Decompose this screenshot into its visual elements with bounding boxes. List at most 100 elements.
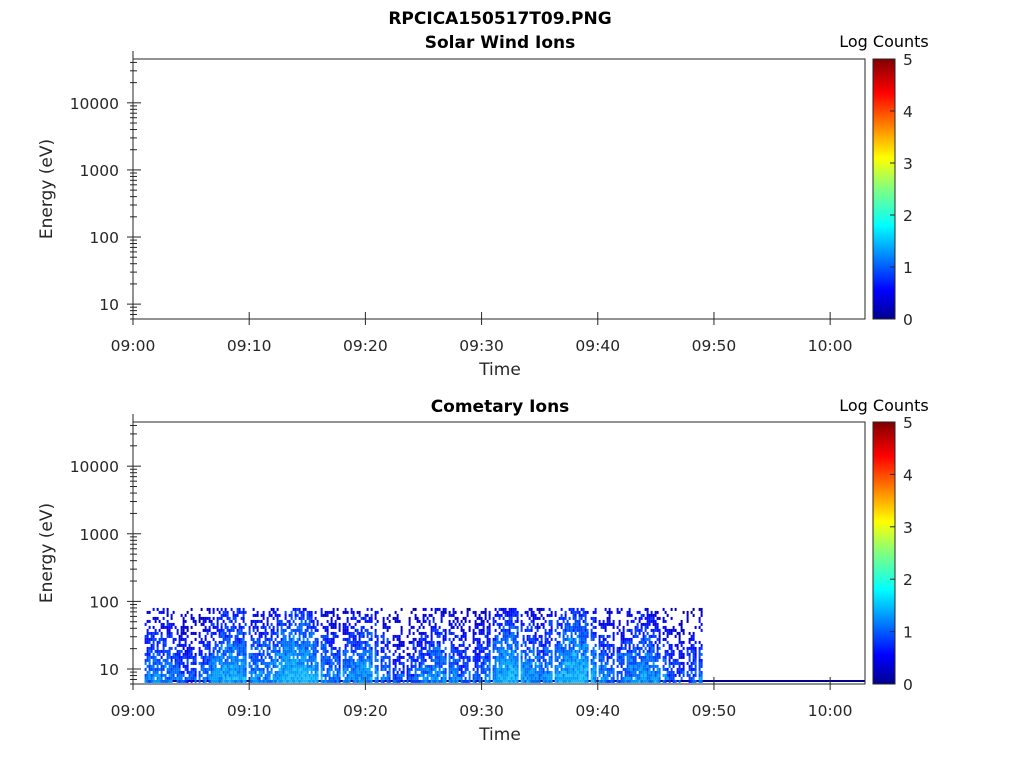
data-cell	[248, 655, 251, 659]
data-cell	[228, 670, 231, 674]
data-cell	[538, 667, 541, 671]
data-cell	[162, 622, 165, 626]
data-cell	[328, 637, 331, 641]
data-cell	[468, 607, 471, 611]
data-cell	[240, 664, 243, 668]
data-cell	[354, 664, 357, 668]
data-cell	[298, 652, 301, 656]
data-cell	[510, 619, 513, 623]
data-cell	[334, 622, 337, 626]
data-cell	[570, 634, 573, 638]
data-cell	[232, 679, 235, 683]
data-cell	[462, 616, 465, 620]
data-cell	[346, 643, 349, 647]
data-cell	[556, 640, 559, 644]
data-cell	[216, 643, 219, 647]
data-cell	[510, 673, 513, 677]
data-cell	[294, 613, 297, 617]
data-cell	[244, 661, 247, 665]
data-cell	[360, 646, 363, 650]
data-cell	[412, 631, 415, 635]
data-cell	[244, 655, 247, 659]
data-cell	[232, 661, 235, 665]
data-cell	[230, 655, 233, 659]
data-cell	[418, 649, 421, 653]
data-cell	[300, 676, 303, 680]
data-cell	[514, 646, 517, 650]
data-cell	[166, 661, 169, 665]
data-cell	[190, 673, 193, 677]
data-cell	[468, 628, 471, 632]
data-cell	[178, 652, 181, 656]
data-cell	[356, 643, 359, 647]
data-cell	[590, 658, 593, 662]
data-cell	[462, 655, 465, 659]
data-cell	[316, 670, 319, 674]
data-cell	[182, 655, 185, 659]
data-cell	[188, 655, 191, 659]
data-cell	[276, 613, 279, 617]
data-cell	[186, 661, 189, 665]
data-cell	[280, 679, 283, 683]
data-cell	[644, 652, 647, 656]
data-cell	[268, 679, 271, 683]
data-cell	[232, 610, 235, 614]
data-cell	[472, 628, 475, 632]
data-cell	[428, 673, 431, 677]
data-cell	[600, 664, 603, 668]
data-cell	[450, 679, 453, 683]
data-cell	[488, 610, 491, 614]
data-cell	[474, 610, 477, 614]
data-cell	[322, 634, 325, 638]
data-cell	[162, 652, 165, 656]
data-cell	[154, 661, 157, 665]
data-cell	[362, 616, 365, 620]
data-cell	[262, 661, 265, 665]
data-cell	[532, 637, 535, 641]
data-cell	[218, 673, 221, 677]
data-cell	[570, 664, 573, 668]
data-cell	[454, 676, 457, 680]
data-cell	[598, 622, 601, 626]
data-cell	[582, 679, 585, 683]
data-cell	[542, 658, 545, 662]
data-cell	[328, 661, 331, 665]
data-cell	[356, 667, 359, 671]
data-cell	[594, 607, 597, 611]
data-cell	[610, 679, 613, 683]
data-cell	[384, 652, 387, 656]
data-cell	[444, 655, 447, 659]
data-cell	[464, 616, 467, 620]
data-cell	[508, 676, 511, 680]
data-cell	[560, 670, 563, 674]
data-cell	[282, 646, 285, 650]
data-cell	[690, 610, 693, 614]
data-cell	[250, 673, 253, 677]
data-cell	[462, 649, 465, 653]
data-cell	[254, 667, 257, 671]
data-cell	[338, 625, 341, 629]
data-cell	[308, 634, 311, 638]
data-cell	[482, 646, 485, 650]
data-cell	[226, 628, 229, 632]
data-cell	[236, 673, 239, 677]
data-cell	[294, 622, 297, 626]
data-cell	[432, 619, 435, 623]
data-cell	[636, 679, 639, 683]
data-cell	[618, 649, 621, 653]
data-cell	[622, 637, 625, 641]
data-cell	[312, 643, 315, 647]
data-cell	[694, 640, 697, 644]
data-cell	[540, 643, 543, 647]
data-cell	[576, 622, 579, 626]
data-cell	[538, 676, 541, 680]
data-cell	[210, 673, 213, 677]
data-cell	[562, 637, 565, 641]
data-cell	[512, 676, 515, 680]
data-cell	[492, 649, 495, 653]
data-cell	[498, 679, 501, 683]
data-cell	[662, 667, 665, 671]
data-cell	[166, 652, 169, 656]
data-cell	[368, 637, 371, 641]
data-cell	[382, 640, 385, 644]
